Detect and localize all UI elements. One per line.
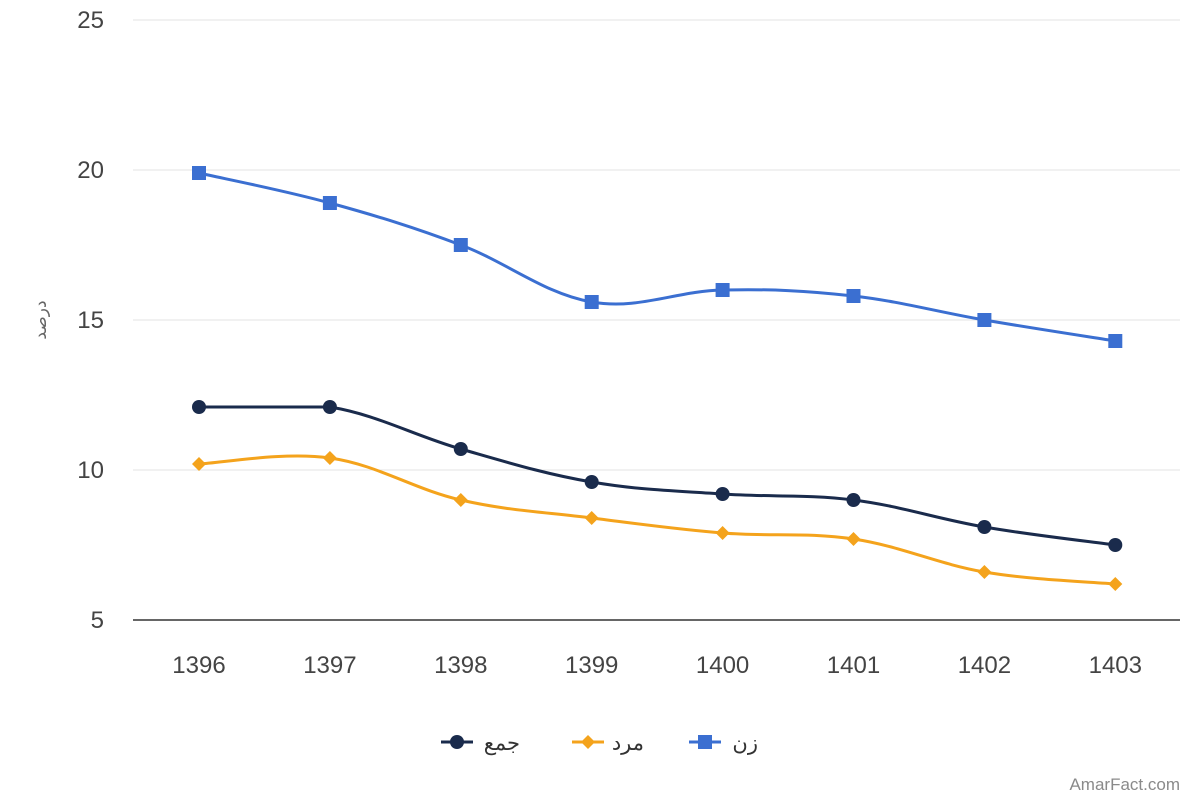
legend-item[interactable]: جمع	[441, 731, 520, 755]
y-tick-label: 20	[77, 157, 104, 184]
legend-label: مرد	[612, 731, 644, 755]
data-point[interactable]	[977, 313, 992, 327]
data-point[interactable]	[977, 565, 992, 579]
data-point[interactable]	[715, 487, 730, 501]
series-lines	[192, 166, 1123, 591]
data-point[interactable]	[977, 520, 992, 534]
data-point[interactable]	[322, 451, 337, 465]
series-line	[197, 405, 1117, 547]
data-point[interactable]	[453, 442, 468, 456]
watermark: AmarFact.com	[1069, 775, 1180, 794]
data-point[interactable]	[584, 511, 599, 525]
data-point[interactable]	[584, 295, 599, 309]
data-point[interactable]	[192, 166, 206, 180]
series-line	[197, 171, 1117, 343]
y-tick-label: 10	[77, 457, 104, 484]
legend[interactable]: جمع مرد زن	[441, 731, 758, 755]
data-point[interactable]	[1108, 538, 1123, 552]
data-point[interactable]	[715, 526, 730, 540]
x-tick-label: 1398	[434, 652, 487, 679]
x-tick-label: 1403	[1089, 652, 1142, 679]
series-1	[192, 400, 1123, 552]
x-tick-label: 1397	[303, 652, 356, 679]
data-point[interactable]	[453, 493, 468, 507]
x-tick-label: 1402	[958, 652, 1011, 679]
data-point[interactable]	[846, 289, 861, 303]
gridlines	[133, 19, 1180, 621]
legend-marker	[581, 735, 595, 749]
y-tick-label: 5	[91, 607, 104, 634]
legend-marker	[698, 735, 712, 749]
y-axis-title: درصد	[31, 300, 51, 339]
data-point[interactable]	[322, 196, 337, 210]
data-point[interactable]	[846, 493, 861, 507]
y-tick-label: 15	[77, 307, 104, 334]
y-axis-ticks: 5 10 15 20 25	[77, 7, 104, 634]
x-tick-label: 1396	[172, 652, 225, 679]
series-3	[192, 166, 1123, 348]
y-tick-label: 25	[77, 7, 104, 34]
legend-label: زن	[732, 731, 758, 755]
data-point[interactable]	[322, 400, 337, 414]
legend-marker	[450, 735, 464, 749]
legend-item[interactable]: زن	[689, 731, 758, 755]
x-tick-label: 1399	[565, 652, 618, 679]
data-point[interactable]	[1108, 577, 1123, 591]
data-point[interactable]	[584, 475, 599, 489]
data-point[interactable]	[453, 238, 468, 252]
data-point[interactable]	[715, 283, 730, 297]
x-tick-label: 1400	[696, 652, 749, 679]
series-2	[192, 451, 1123, 591]
legend-label: جمع	[484, 731, 520, 755]
legend-item[interactable]: مرد	[572, 731, 644, 755]
data-point[interactable]	[1108, 334, 1123, 348]
data-point[interactable]	[192, 457, 206, 471]
x-tick-label: 1401	[827, 652, 880, 679]
data-point[interactable]	[846, 532, 861, 546]
series-line	[197, 454, 1117, 586]
x-axis-ticks: 1396 1397 1398 1399 1400 1401 1402 1403	[172, 652, 1142, 679]
data-point[interactable]	[192, 400, 206, 414]
